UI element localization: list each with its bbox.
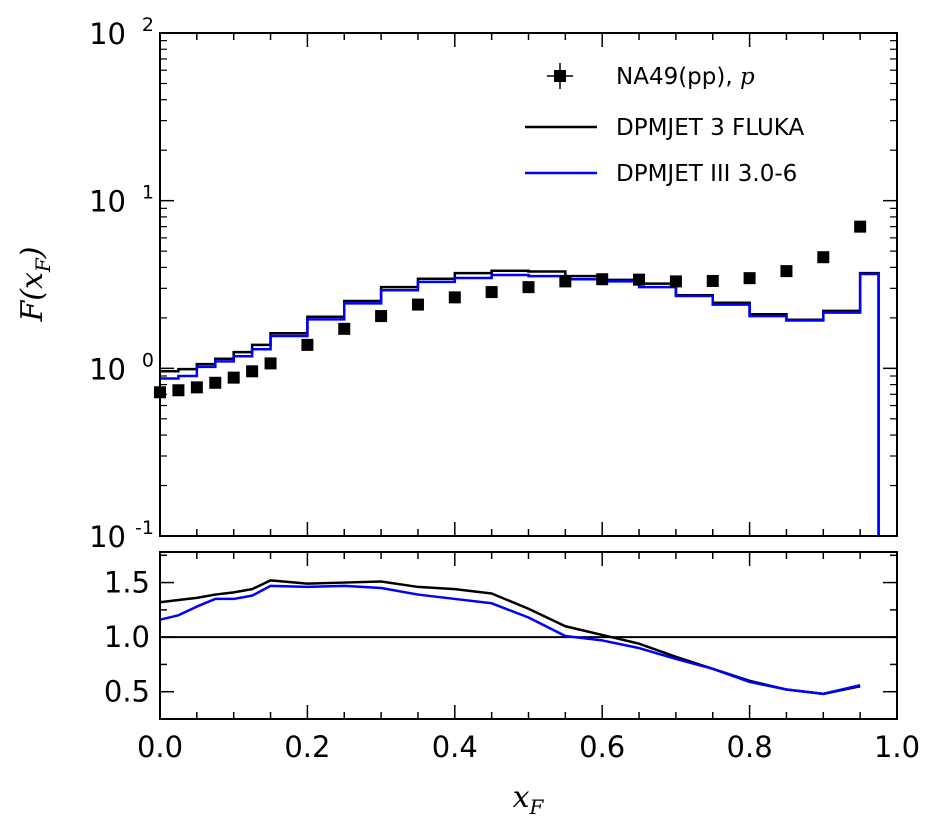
series-line-dpmjet-iii-3-0-6 xyxy=(160,272,880,536)
x-axis-label: xF xyxy=(513,780,545,817)
legend-entry-na49: NA49(pp), p xyxy=(547,63,755,90)
main-series xyxy=(160,269,880,536)
x-tick-label: 0.2 xyxy=(284,730,330,764)
main-ytick-label: 10 xyxy=(89,185,126,219)
data-point-na49 xyxy=(706,274,719,287)
data-point-na49 xyxy=(227,371,240,384)
data-point-na49 xyxy=(411,298,424,311)
data-point-na49 xyxy=(743,272,756,285)
ratio-plot-frame xyxy=(159,551,898,720)
main-ytick-label: 10 xyxy=(89,352,126,386)
data-point-na49 xyxy=(817,251,830,264)
ratio-panel: 0.5 1.0 1.5 0.0 0.2 0.4 0.6 0.8 1.0 xF xyxy=(104,551,920,817)
main-ytick-label: 10 xyxy=(89,520,126,554)
main-ytick-labels: 10 -1 10 0 10 1 10 2 xyxy=(89,14,154,554)
series-line-dpmjet-3-fluka xyxy=(160,269,880,536)
ratio-ytick-label: 0.5 xyxy=(104,675,150,709)
data-point-na49 xyxy=(338,322,351,335)
main-ytick-label-exponent: 1 xyxy=(142,182,154,204)
main-plot-frame xyxy=(159,32,898,537)
main-ytick-label-exponent: 2 xyxy=(142,14,154,36)
x-tick-label: 0.4 xyxy=(432,730,478,764)
ratio-ticks xyxy=(159,552,898,720)
main-panel: 10 -1 10 0 10 1 10 2 F(xF) NA49(pp), p DPMJET 3… xyxy=(15,14,898,554)
data-point-na49 xyxy=(448,291,461,304)
data-point-na49 xyxy=(522,281,535,294)
main-ytick-label-exponent: 0 xyxy=(142,349,154,371)
main-minor-ticks xyxy=(160,33,897,536)
legend: NA49(pp), p DPMJET 3 FLUKA DPMJET III 3.… xyxy=(525,63,804,187)
data-point-na49 xyxy=(669,275,682,288)
main-ytick-label: 10 xyxy=(89,17,126,51)
data-point-na49 xyxy=(854,220,867,233)
ratio-ytick-labels: 0.5 1.0 1.5 xyxy=(104,566,150,709)
main-ytick-label-exponent: -1 xyxy=(135,517,154,539)
legend-dpmjet3-label: DPMJET III 3.0-6 xyxy=(616,161,797,187)
data-point-na49 xyxy=(301,338,314,351)
data-point-na49 xyxy=(172,384,185,397)
main-markers xyxy=(154,220,867,399)
legend-na49-marker xyxy=(554,70,566,82)
data-point-na49 xyxy=(375,310,388,323)
legend-na49-label: NA49(pp), p xyxy=(616,64,755,90)
ratio-xtick-labels: 0.0 0.2 0.4 0.6 0.8 1.0 xyxy=(137,730,920,764)
data-point-na49 xyxy=(190,381,203,394)
data-point-na49 xyxy=(633,273,646,286)
x-tick-label: 0.8 xyxy=(727,730,773,764)
data-point-na49 xyxy=(264,357,277,370)
data-point-na49 xyxy=(780,265,793,278)
x-tick-label: 0.6 xyxy=(579,730,625,764)
data-point-na49 xyxy=(485,286,498,299)
data-point-na49 xyxy=(596,273,609,286)
ratio-line-dpmjet-iii-3-0-6 xyxy=(159,584,861,696)
x-tick-label: 0.0 xyxy=(137,730,183,764)
ratio-series xyxy=(159,579,897,696)
legend-fluka-label: DPMJET 3 FLUKA xyxy=(616,115,804,141)
x-tick-label: 1.0 xyxy=(874,730,920,764)
legend-entry-fluka: DPMJET 3 FLUKA xyxy=(525,115,804,141)
data-point-na49 xyxy=(559,275,572,288)
ratio-ytick-label: 1.0 xyxy=(104,620,150,654)
data-point-na49 xyxy=(209,376,222,389)
ratio-ytick-label: 1.5 xyxy=(104,566,150,600)
legend-entry-dpmjet3: DPMJET III 3.0-6 xyxy=(525,161,797,187)
main-y-axis-label: F(xF) xyxy=(15,246,55,322)
data-point-na49 xyxy=(246,365,259,378)
